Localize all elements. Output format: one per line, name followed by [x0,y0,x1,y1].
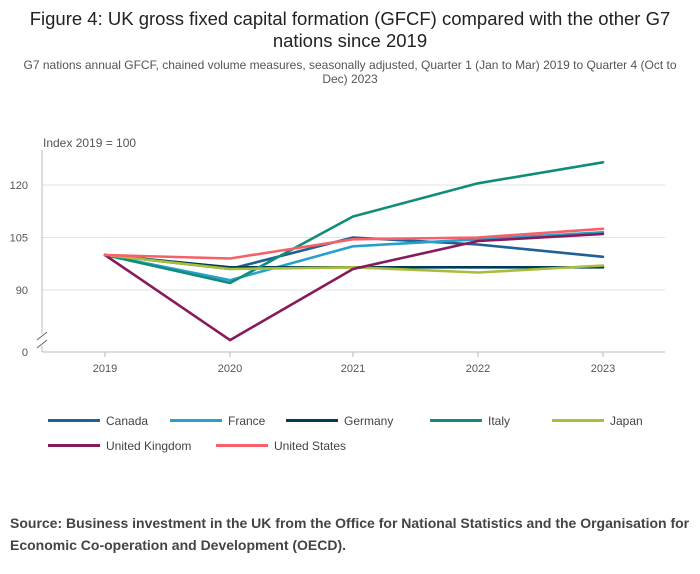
legend-row: Canada France Germany Italy Japan [48,408,688,433]
y-tick-label: 0 [22,347,28,359]
x-tick-label: 2022 [466,363,490,375]
x-tick-label: 2020 [218,363,242,375]
x-tick-label: 2019 [93,363,117,375]
legend-item-germany: Germany [286,414,430,428]
legend-label: United States [274,438,347,453]
legend-item-united-states: United States [216,439,346,453]
axis-break-mark [36,339,48,349]
legend-swatch [48,419,100,422]
chart-title: Figure 4: UK gross fixed capital formati… [29,8,671,51]
series-line-united-kingdom [103,232,605,342]
legend-label: France [228,413,266,428]
chart-legend: Canada France Germany Italy Japan United King… [48,408,688,458]
legend-swatch [286,419,338,422]
x-tick-label: 2023 [591,363,615,375]
series-line-italy [103,161,605,285]
legend-swatch [170,419,222,422]
legend-label: Canada [106,413,149,428]
y-tick-label: 90 [16,285,28,297]
legend-label: Germany [344,413,394,428]
legend-label: United Kingdom [106,438,192,453]
legend-item-japan: Japan [552,414,643,428]
legend-swatch [48,444,100,447]
y-tick-label: 120 [10,180,28,192]
x-tick-label: 2021 [341,363,365,375]
y-axis-label: Index 2019 = 100 [43,136,136,150]
legend-swatch [430,419,482,422]
legend-item-united-kingdom: United Kingdom [48,439,216,453]
legend-row: United Kingdom United States [48,433,688,458]
chart-subtitle: G7 nations annual GFCF, chained volume m… [23,58,677,86]
series-line-japan [103,253,605,274]
y-tick-label: 105 [10,233,28,245]
series-line-france [103,231,605,282]
series-line-united-states [103,227,605,260]
legend-swatch [552,419,604,422]
line-chart: 0 90 105 120 2019 2020 2021 2022 2023 Index 2019 … [10,136,665,375]
legend-swatch [216,444,268,447]
legend-item-canada: Canada [48,414,170,428]
legend-label: Italy [488,413,511,428]
axis-break-mark [36,331,48,341]
axis-break-gap [36,334,48,346]
source-note: Source: Business investment in the UK fr… [10,515,690,553]
legend-item-italy: Italy [430,414,552,428]
legend-label: Japan [610,413,643,428]
legend-item-france: France [170,414,286,428]
